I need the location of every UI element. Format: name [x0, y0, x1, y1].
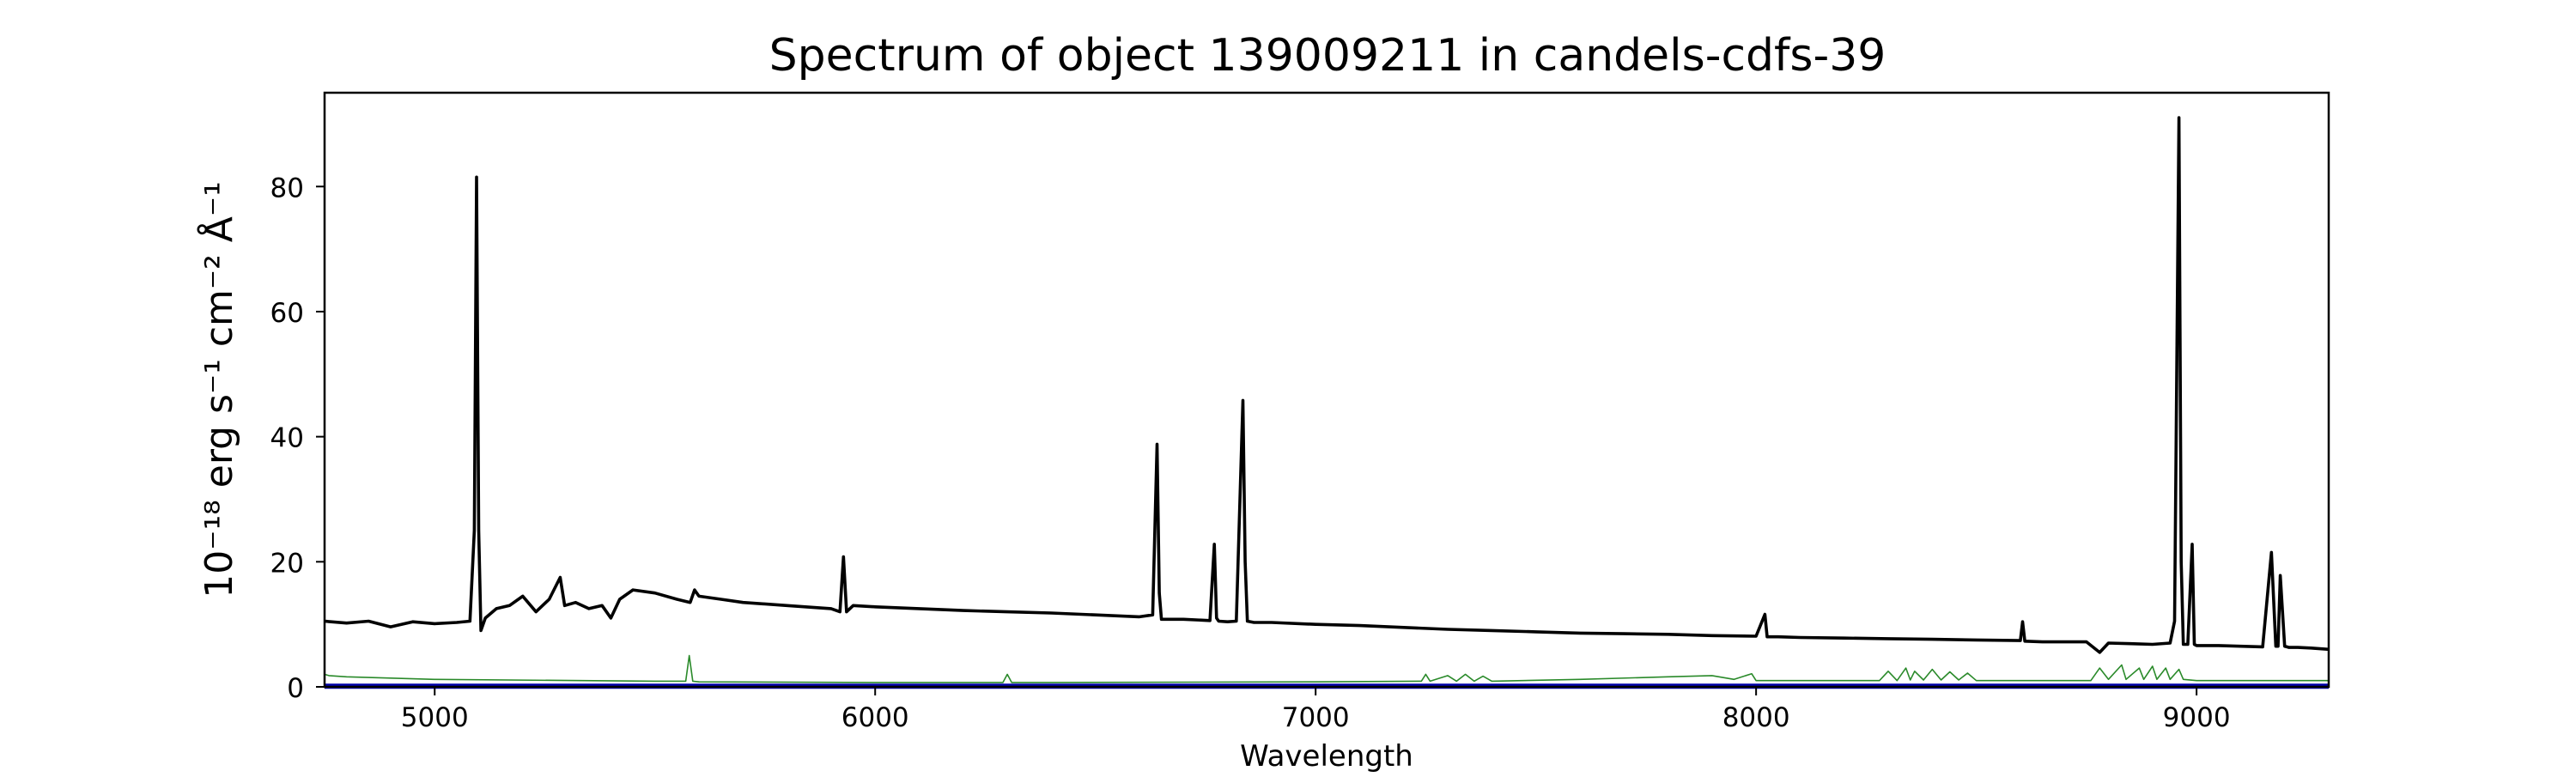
y-axis: 0 20 40 60 80 [270, 173, 325, 704]
series-line-noise [324, 654, 2329, 683]
x-tick-label: 8000 [1722, 702, 1790, 733]
y-axis-label: 10⁻¹⁸ erg s⁻¹ cm⁻² Å⁻¹ [196, 181, 241, 598]
x-tick-label: 5000 [401, 702, 469, 733]
x-axis: 5000 6000 7000 8000 9000 [401, 687, 2231, 733]
x-axis-label: Wavelength [1240, 739, 1413, 773]
series-layer [324, 116, 2330, 689]
y-tick-label: 80 [270, 173, 304, 203]
y-tick-label: 60 [270, 298, 304, 329]
y-tick-label: 20 [270, 548, 304, 579]
chart-title: Spectrum of object 139009211 in candels-… [769, 30, 1886, 82]
y-tick-label: 40 [270, 423, 304, 454]
y-tick-label: 0 [287, 673, 304, 704]
x-tick-label: 9000 [2163, 702, 2231, 733]
series-line-flux [324, 116, 2330, 654]
x-tick-label: 7000 [1282, 702, 1350, 733]
x-tick-label: 6000 [841, 702, 909, 733]
plot-frame [323, 91, 2330, 689]
